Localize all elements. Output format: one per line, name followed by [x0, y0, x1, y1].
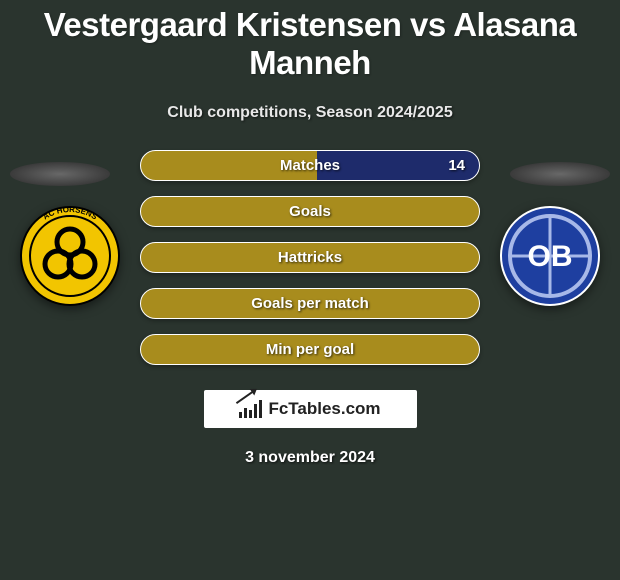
comparison-content: AC HORSENS OB Matches 14 Goals Hattricks… [0, 150, 620, 467]
left-platform [10, 162, 110, 186]
stats-container: Matches 14 Goals Hattricks Goals per mat… [140, 150, 480, 365]
left-team-logo: AC HORSENS [20, 206, 120, 306]
subtitle: Club competitions, Season 2024/2025 [0, 104, 620, 122]
right-team-logo: OB [500, 206, 600, 306]
stat-label: Hattricks [278, 249, 342, 266]
fctables-chart-icon [239, 400, 262, 418]
stat-row-goals: Goals [140, 196, 480, 227]
stat-label: Min per goal [266, 341, 354, 358]
branding-text: FcTables.com [268, 399, 380, 419]
svg-text:OB: OB [528, 240, 573, 273]
stat-label: Goals [289, 203, 331, 220]
page-title: Vestergaard Kristensen vs Alasana Manneh [0, 0, 620, 86]
stat-label: Matches [280, 157, 340, 174]
ob-badge-icon: OB [500, 206, 600, 306]
stat-row-matches: Matches 14 [140, 150, 480, 181]
ac-horsens-badge-icon: AC HORSENS [20, 206, 120, 306]
stat-row-hattricks: Hattricks [140, 242, 480, 273]
branding-box: FcTables.com [203, 389, 418, 429]
right-platform [510, 162, 610, 186]
date-text: 3 november 2024 [0, 449, 620, 467]
stat-row-goals-per-match: Goals per match [140, 288, 480, 319]
stat-row-min-per-goal: Min per goal [140, 334, 480, 365]
stat-value-right: 14 [448, 157, 465, 174]
stat-label: Goals per match [251, 295, 369, 312]
